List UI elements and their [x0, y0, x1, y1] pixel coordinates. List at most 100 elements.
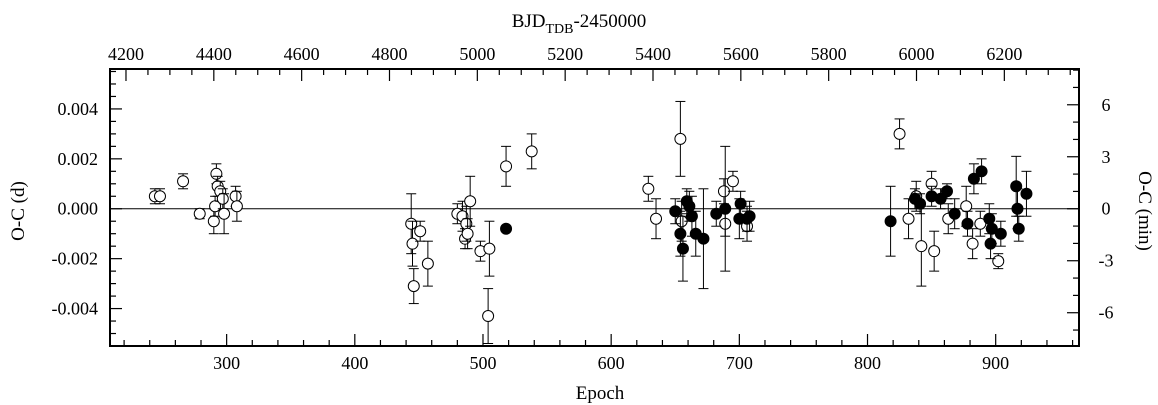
marker	[407, 280, 420, 293]
marker	[500, 160, 513, 173]
marker	[974, 217, 987, 230]
open-data-point	[650, 198, 663, 240]
axis-ticks	[110, 69, 1079, 347]
filled-data-point	[1020, 170, 1033, 217]
top-tick-label: 5600	[723, 44, 759, 64]
plot-frame	[109, 68, 1080, 347]
y-axis-title-left: O-C (d)	[8, 181, 29, 241]
marker	[229, 190, 242, 203]
x-axis-title: Epoch	[576, 383, 625, 404]
marker	[948, 207, 961, 220]
marker	[726, 175, 739, 188]
top-tick-label: 6000	[899, 44, 935, 64]
open-data-point	[153, 188, 166, 205]
top-tick-label: 5000	[459, 44, 495, 64]
x-tick-label: 600	[598, 353, 625, 373]
filled-data-point	[975, 158, 988, 185]
open-data-point	[642, 175, 655, 202]
marker	[216, 192, 229, 205]
open-data-point	[525, 133, 538, 170]
right-tick-label: 3	[1102, 147, 1111, 167]
marker	[992, 255, 1005, 268]
x-tick-label: 900	[982, 353, 1009, 373]
top-axis-title-subscript: TDB	[545, 22, 573, 37]
top-tick-label: 5800	[811, 44, 847, 64]
marker	[461, 227, 474, 240]
filled-data-point	[719, 145, 732, 272]
top-tick-label: 4200	[108, 44, 144, 64]
tick-labels: 300 400 500 600 700 800 900 4200 4400 4600 4800 500…	[52, 44, 1114, 373]
open-data-point	[414, 220, 427, 242]
marker	[650, 212, 663, 225]
marker	[967, 172, 980, 185]
top-tick-label: 4400	[196, 44, 232, 64]
marker	[893, 127, 906, 140]
open-data-point	[966, 228, 979, 260]
filled-data-point	[1012, 215, 1025, 242]
marker	[230, 200, 243, 213]
marker	[975, 165, 988, 178]
open-data-point	[674, 100, 687, 177]
filled-data-point	[940, 183, 953, 200]
marker	[884, 215, 897, 228]
open-data-point	[483, 220, 496, 277]
y-tick-label: 0.000	[58, 199, 99, 219]
marker	[915, 240, 928, 253]
open-data-point	[407, 268, 420, 305]
filled-data-point	[743, 200, 756, 232]
marker	[218, 207, 231, 220]
marker	[207, 215, 220, 228]
right-tick-label: 6	[1102, 95, 1111, 115]
marker	[177, 175, 190, 188]
right-tick-label: 0	[1102, 199, 1111, 219]
marker	[464, 195, 477, 208]
marker	[697, 232, 710, 245]
open-data-point	[974, 210, 987, 237]
open-data-point	[902, 198, 915, 240]
marker	[414, 225, 427, 238]
right-tick-label: -3	[1099, 251, 1114, 271]
x-tick-label: 700	[726, 353, 753, 373]
marker	[683, 200, 696, 213]
open-data-point	[474, 240, 487, 262]
marker	[743, 210, 756, 223]
marker	[1011, 202, 1024, 215]
filled-data-point	[994, 220, 1007, 247]
filled-data-point	[500, 222, 513, 235]
open-data-point	[928, 230, 941, 272]
open-data-point	[230, 190, 243, 222]
marker	[674, 132, 687, 145]
marker	[500, 222, 513, 235]
open-data-point	[992, 253, 1005, 270]
marker	[983, 212, 996, 225]
data-points	[148, 100, 1033, 345]
x-tick-label: 500	[469, 353, 496, 373]
marker	[193, 207, 206, 220]
open-data-point	[421, 240, 434, 287]
marker	[914, 197, 927, 210]
open-data-point	[726, 170, 739, 192]
marker	[719, 202, 732, 215]
marker	[153, 190, 166, 203]
open-data-point	[893, 118, 906, 150]
filled-data-point	[697, 188, 710, 290]
x-tick-label: 800	[854, 353, 881, 373]
open-data-point	[500, 145, 513, 187]
top-axis-title: BJDTDB-2450000	[512, 11, 647, 37]
open-data-point	[915, 205, 928, 287]
marker	[717, 185, 730, 198]
top-tick-label: 6200	[986, 44, 1022, 64]
open-data-point	[193, 207, 206, 220]
marker	[928, 245, 941, 258]
marker	[210, 167, 223, 180]
filled-data-point	[961, 210, 974, 237]
marker	[902, 212, 915, 225]
marker	[525, 145, 538, 158]
marker	[961, 217, 974, 230]
filled-data-point	[710, 200, 723, 227]
top-tick-label: 4800	[371, 44, 407, 64]
top-tick-label: 4600	[284, 44, 320, 64]
marker	[994, 227, 1007, 240]
open-data-point	[461, 218, 474, 250]
marker	[734, 197, 747, 210]
